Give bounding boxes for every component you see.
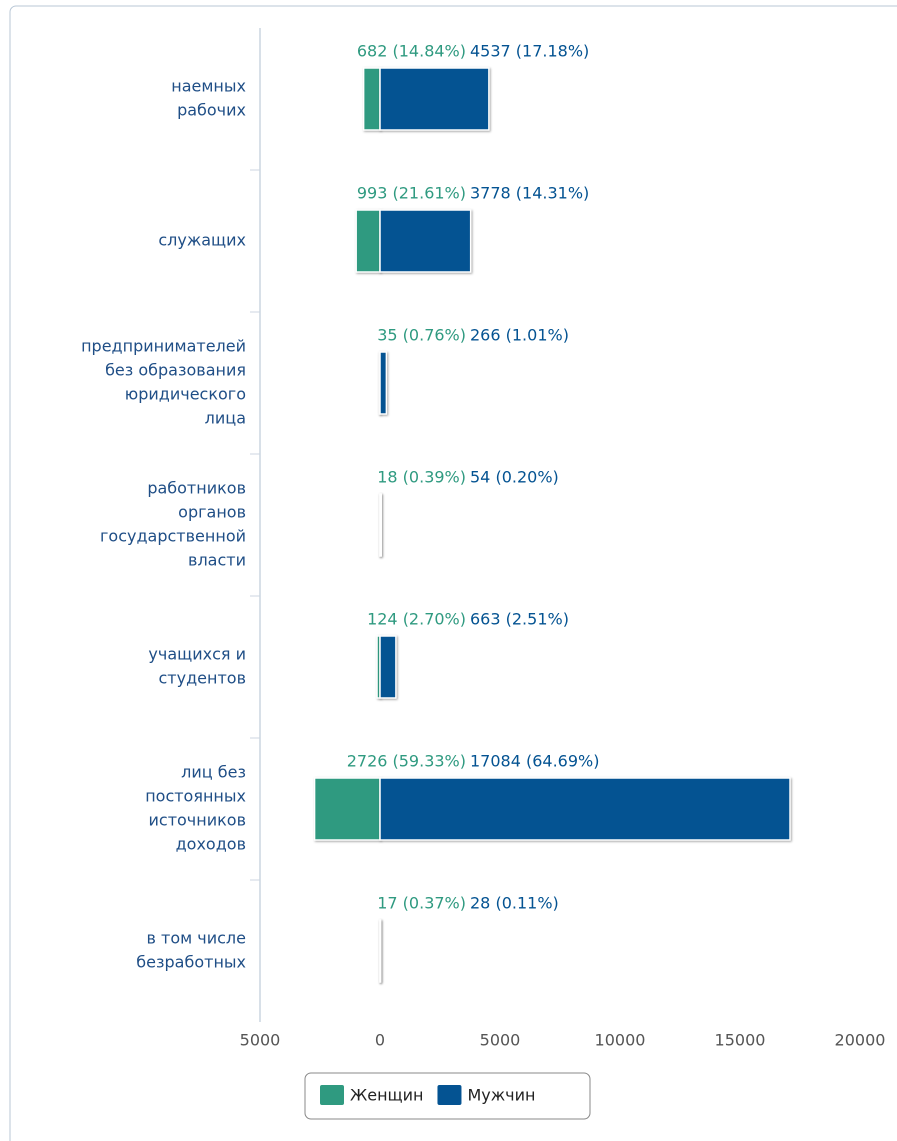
category-label-line: постоянных bbox=[145, 787, 246, 806]
category-label-line: источников bbox=[149, 811, 247, 830]
data-label: 17084 (64.69%) bbox=[470, 752, 599, 771]
data-label: 4537 (17.18%) bbox=[470, 42, 589, 61]
bar bbox=[379, 919, 382, 983]
category-label-line: учащихся и bbox=[148, 645, 246, 664]
category-label: в том числе безработных bbox=[136, 929, 246, 972]
category-label-line: лиц без bbox=[181, 763, 246, 782]
x-tick-label: 20000 bbox=[835, 1031, 886, 1050]
category-label-line: служащих bbox=[158, 231, 246, 250]
category-label-line: в том числе bbox=[147, 929, 247, 948]
category-label: лиц без постоянных источников доходов bbox=[145, 763, 246, 854]
category-label-line: без образования bbox=[105, 361, 246, 380]
data-label: 28 (0.11%) bbox=[470, 894, 559, 913]
bar bbox=[379, 351, 388, 415]
bar bbox=[362, 67, 381, 131]
bar bbox=[379, 209, 472, 273]
data-label: 266 (1.01%) bbox=[470, 326, 569, 345]
bar bbox=[379, 777, 791, 841]
data-label: 124 (2.70%) bbox=[367, 610, 466, 629]
category-label-line: предпринимателей bbox=[81, 337, 246, 356]
category-label: служащих bbox=[158, 231, 246, 250]
data-label: 2726 (59.33%) bbox=[347, 752, 466, 771]
legend-swatch bbox=[320, 1085, 344, 1105]
category-label-line: работников bbox=[147, 479, 246, 498]
legend-swatch bbox=[437, 1085, 462, 1105]
legend-label: Мужчин bbox=[467, 1086, 535, 1105]
data-label: 17 (0.37%) bbox=[377, 894, 466, 913]
data-label: 54 (0.20%) bbox=[470, 468, 559, 487]
data-label: 3778 (14.31%) bbox=[470, 184, 589, 203]
x-tick-label: 10000 bbox=[595, 1031, 646, 1050]
x-tick-label: 5000 bbox=[480, 1031, 521, 1050]
category-label-line: власти bbox=[188, 551, 246, 570]
x-tick-label: 5000 bbox=[240, 1031, 281, 1050]
data-label: 18 (0.39%) bbox=[377, 468, 466, 487]
bar bbox=[379, 67, 490, 131]
x-tick-label: 15000 bbox=[715, 1031, 766, 1050]
category-label-line: рабочих bbox=[177, 101, 246, 120]
category-label: наемных рабочих bbox=[171, 77, 246, 120]
data-label: 682 (14.84%) bbox=[357, 42, 466, 61]
category-label-line: юридического bbox=[125, 385, 246, 404]
frame bbox=[9, 5, 897, 1141]
category-label-line: студентов bbox=[159, 669, 247, 688]
legend-label: Женщин bbox=[350, 1086, 423, 1105]
category-label-line: лица bbox=[205, 409, 246, 428]
data-label: 993 (21.61%) bbox=[357, 184, 466, 203]
category-label: предпринимателей без образования юридическ… bbox=[81, 337, 246, 428]
category-label: учащихся и студентов bbox=[148, 645, 246, 688]
category-label-line: наемных bbox=[171, 77, 246, 96]
category-label: работников органов государственной власти bbox=[100, 479, 246, 570]
bar bbox=[379, 635, 397, 699]
data-label: 663 (2.51%) bbox=[470, 610, 569, 629]
bar bbox=[379, 493, 383, 557]
bar bbox=[313, 777, 381, 841]
bar bbox=[355, 209, 381, 273]
data-label: 35 (0.76%) bbox=[377, 326, 466, 345]
x-tick-label: 0 bbox=[375, 1031, 385, 1050]
category-label-line: доходов bbox=[176, 835, 246, 854]
category-label-line: государственной bbox=[100, 527, 246, 546]
category-label-line: органов bbox=[178, 503, 246, 522]
category-label-line: безработных bbox=[136, 953, 246, 972]
